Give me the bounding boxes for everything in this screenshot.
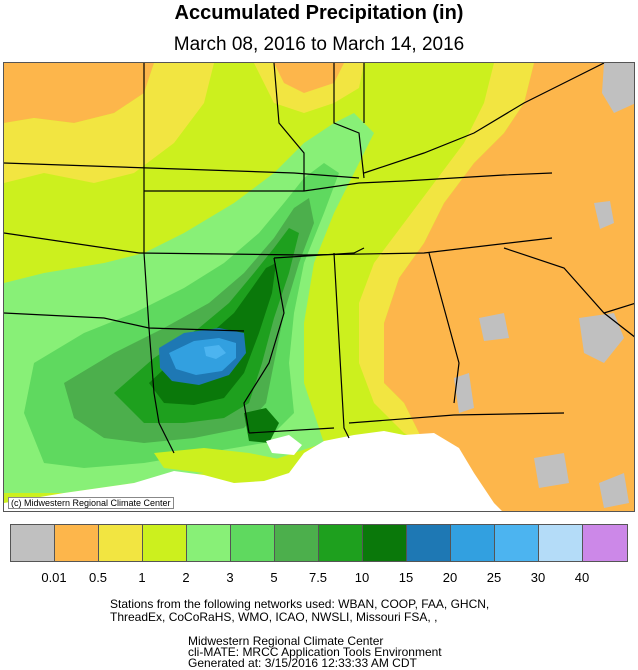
credit-line-1: Midwestern Regional Climate Center [188, 634, 384, 648]
legend-label: 0.01 [41, 570, 67, 585]
legend-color-bar [10, 524, 628, 562]
legend-label: 25 [486, 570, 502, 585]
legend-swatch [539, 525, 583, 561]
legend-swatch [451, 525, 495, 561]
map-title: Accumulated Precipitation (in) [174, 2, 464, 24]
legend-swatch [583, 525, 627, 561]
legend-swatch [231, 525, 275, 561]
zone-north-yellow [4, 63, 214, 183]
legend-label: 3 [226, 570, 234, 585]
zone-east-gray-6 [599, 473, 629, 508]
legend-label: 7.5 [308, 570, 328, 585]
zone-green-15-south [244, 408, 279, 443]
credit-line-3: Generated at: 3/15/2016 12:33:33 AM CDT [188, 656, 417, 670]
legend-label: 2 [182, 570, 190, 585]
legend-label: 15 [398, 570, 414, 585]
footer-credit: Midwestern Regional Climate Center cli-M… [188, 634, 442, 670]
legend-swatch [275, 525, 319, 561]
zone-north-orange-2 [274, 63, 344, 93]
legend-swatch [143, 525, 187, 561]
zone-east-orange [384, 63, 634, 511]
legend-label: 5 [270, 570, 278, 585]
credit-line-2: cli-MATE: MRCC Application Tools Environ… [188, 645, 442, 659]
map-subtitle: March 08, 2016 to March 14, 2016 [173, 34, 465, 55]
legend-swatch [55, 525, 99, 561]
zone-north-orange [4, 63, 154, 123]
legend-label: 20 [442, 570, 458, 585]
legend-label: 1 [138, 570, 146, 585]
legend-label: 30 [530, 570, 546, 585]
legend-swatch [99, 525, 143, 561]
zone-east-gray-1 [594, 201, 614, 229]
legend-swatch [11, 525, 55, 561]
zone-east-gray-5 [534, 453, 569, 488]
legend-swatch [363, 525, 407, 561]
state-boundaries [4, 63, 634, 454]
zone-east-gray-2 [602, 63, 634, 113]
legend-swatch [319, 525, 363, 561]
footer-networks: Stations from the following networks use… [110, 598, 489, 624]
zone-east-gray-4 [579, 313, 624, 363]
zone-la-white [266, 435, 302, 455]
legend-label: 0.5 [88, 570, 108, 585]
zone-blue-30 [204, 345, 226, 359]
precipitation-map: (c) Midwestern Regional Climate Center [3, 62, 635, 512]
gulf-of-mexico [4, 431, 502, 511]
legend-swatch [495, 525, 539, 561]
map-copyright: (c) Midwestern Regional Climate Center [8, 497, 174, 509]
zone-east-gray-3 [479, 313, 509, 341]
legend-label: 10 [354, 570, 370, 585]
legend-swatch [407, 525, 451, 561]
legend-labels: 0.01 0.5 1 2 3 5 7.5 10 15 20 25 30 40 [0, 570, 638, 586]
zone-east-gray-7 [454, 373, 474, 413]
networks-line-2: ThreadEx, CoCoRaHS, WMO, ICAO, NWSLI, Mi… [110, 610, 438, 624]
networks-line-1: Stations from the following networks use… [110, 597, 490, 611]
legend-label: 40 [574, 570, 590, 585]
precipitation-map-svg [4, 63, 634, 511]
legend-swatch [187, 525, 231, 561]
